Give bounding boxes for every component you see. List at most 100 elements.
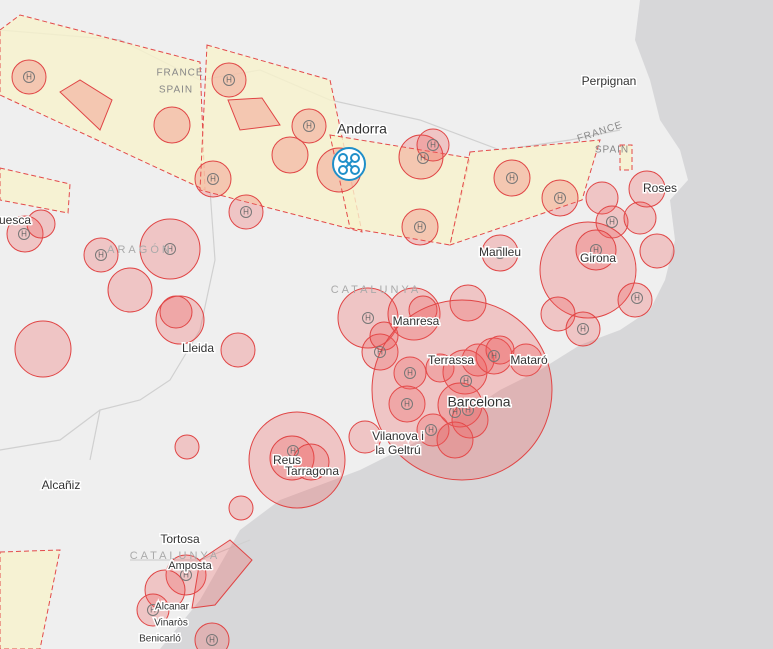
drone-marker[interactable] — [332, 147, 366, 181]
heliport-symbol: H — [407, 369, 413, 378]
sea — [160, 0, 773, 649]
heliport-ring — [180, 569, 192, 581]
country-label: FRANCE — [156, 68, 203, 79]
heliport-ring — [374, 346, 386, 358]
heliports: H H H H H H H H H H H H H H H H H H H H H H H H H H H H H H H — [18, 71, 643, 646]
heliport-symbol: H — [491, 352, 497, 361]
heliport-ring — [425, 424, 437, 436]
restricted-circle — [575, 229, 617, 271]
restricted-circle — [107, 267, 153, 313]
heliport-symbol: H — [150, 606, 156, 615]
heliport-symbol: H — [290, 447, 296, 456]
restricted-circle — [371, 299, 553, 481]
region-label: CATALUNYA — [130, 550, 221, 562]
heliport-ring — [164, 243, 176, 255]
restricted-areas — [6, 59, 675, 649]
heliport-symbol: H — [167, 245, 173, 254]
heliport-ring — [303, 120, 315, 132]
restricted-polygon — [59, 79, 113, 131]
heliport-ring — [460, 375, 472, 387]
restricted-circle — [144, 569, 186, 611]
heliport-ring — [23, 71, 35, 83]
restricted-circle — [248, 411, 346, 509]
heliport-symbol: H — [377, 348, 383, 357]
restricted-circle — [136, 593, 170, 627]
heliport-symbol: H — [98, 251, 104, 260]
heliport-symbol: H — [183, 571, 189, 580]
heliport-ring — [147, 604, 159, 616]
place-label: Vinaròs — [154, 618, 188, 629]
heliport-ring — [362, 312, 374, 324]
restricted-circle — [425, 353, 455, 383]
heliport-ring — [206, 634, 218, 646]
heliport-symbol: H — [463, 377, 469, 386]
heliport-ring — [401, 398, 413, 410]
restricted-circle — [194, 622, 230, 649]
place-label: Benicarló — [139, 634, 181, 645]
heliport-symbol: H — [465, 406, 471, 415]
restricted-circle — [416, 413, 450, 447]
heliport-symbol: H — [210, 175, 216, 184]
heliport-symbol: H — [209, 636, 215, 645]
place-label: Terrassa — [428, 353, 474, 367]
restricted-circle — [26, 209, 56, 239]
country-label: SPAIN — [159, 85, 193, 96]
heliport-ring — [207, 173, 219, 185]
restricted-circle — [451, 401, 489, 439]
restricted-polygon — [191, 539, 253, 609]
heliport-ring — [240, 206, 252, 218]
country-label: SPAIN — [595, 145, 629, 156]
restricted-circle — [153, 106, 191, 144]
heliport-ring — [427, 139, 439, 151]
restricted-circle — [639, 233, 675, 269]
restricted-circle — [617, 282, 653, 318]
heliport-symbol: H — [365, 314, 371, 323]
place-label: Barcelona — [447, 394, 510, 410]
place-label: Andorra — [337, 121, 387, 137]
restricted-circle — [369, 321, 399, 351]
place-label: Girona — [580, 251, 616, 265]
restricted-circle — [228, 194, 264, 230]
heliport-ring — [462, 404, 474, 416]
heliport-ring — [577, 323, 589, 335]
restricted-circle — [628, 170, 666, 208]
heliport-symbol: H — [21, 230, 27, 239]
heliport-ring — [287, 445, 299, 457]
heliport-ring — [606, 216, 618, 228]
restricted-circle — [475, 337, 513, 375]
place-label: Perpignan — [582, 74, 637, 88]
heliport-symbol: H — [226, 76, 232, 85]
restricted-circle — [337, 287, 399, 349]
restricted-circle — [493, 159, 531, 197]
heliport-ring — [414, 221, 426, 233]
restricted-circle — [139, 218, 201, 280]
place-label: Amposta — [168, 560, 212, 572]
restricted-circle — [539, 221, 637, 319]
place-label: Alcañiz — [42, 478, 81, 492]
restricted-circle — [211, 62, 247, 98]
restricted-circle — [159, 295, 193, 329]
heliport-symbol: H — [306, 122, 312, 131]
heliport-symbol: H — [580, 325, 586, 334]
restricted-circle — [269, 435, 315, 481]
restricted-circle — [11, 59, 47, 95]
restricted-circle — [565, 311, 601, 347]
restricted-circle — [292, 443, 330, 481]
heliport-symbol: H — [634, 294, 640, 303]
place-label: la Geltrú — [375, 443, 420, 457]
heliport-ring — [223, 74, 235, 86]
restricted-circle — [509, 343, 543, 377]
place-label: Manlleu — [479, 245, 521, 259]
place-label: Huesca — [0, 213, 31, 227]
heliport-ring — [404, 367, 416, 379]
restricted-circle — [388, 385, 426, 423]
heliport-symbol: H — [430, 141, 436, 150]
heliport-ring — [18, 228, 30, 240]
restricted-circle — [271, 136, 309, 174]
heliport-symbol: H — [509, 174, 515, 183]
heliport-symbol: H — [417, 223, 423, 232]
restricted-circle — [401, 208, 439, 246]
heliport-symbol: H — [243, 208, 249, 217]
restricted-circle — [481, 234, 519, 272]
